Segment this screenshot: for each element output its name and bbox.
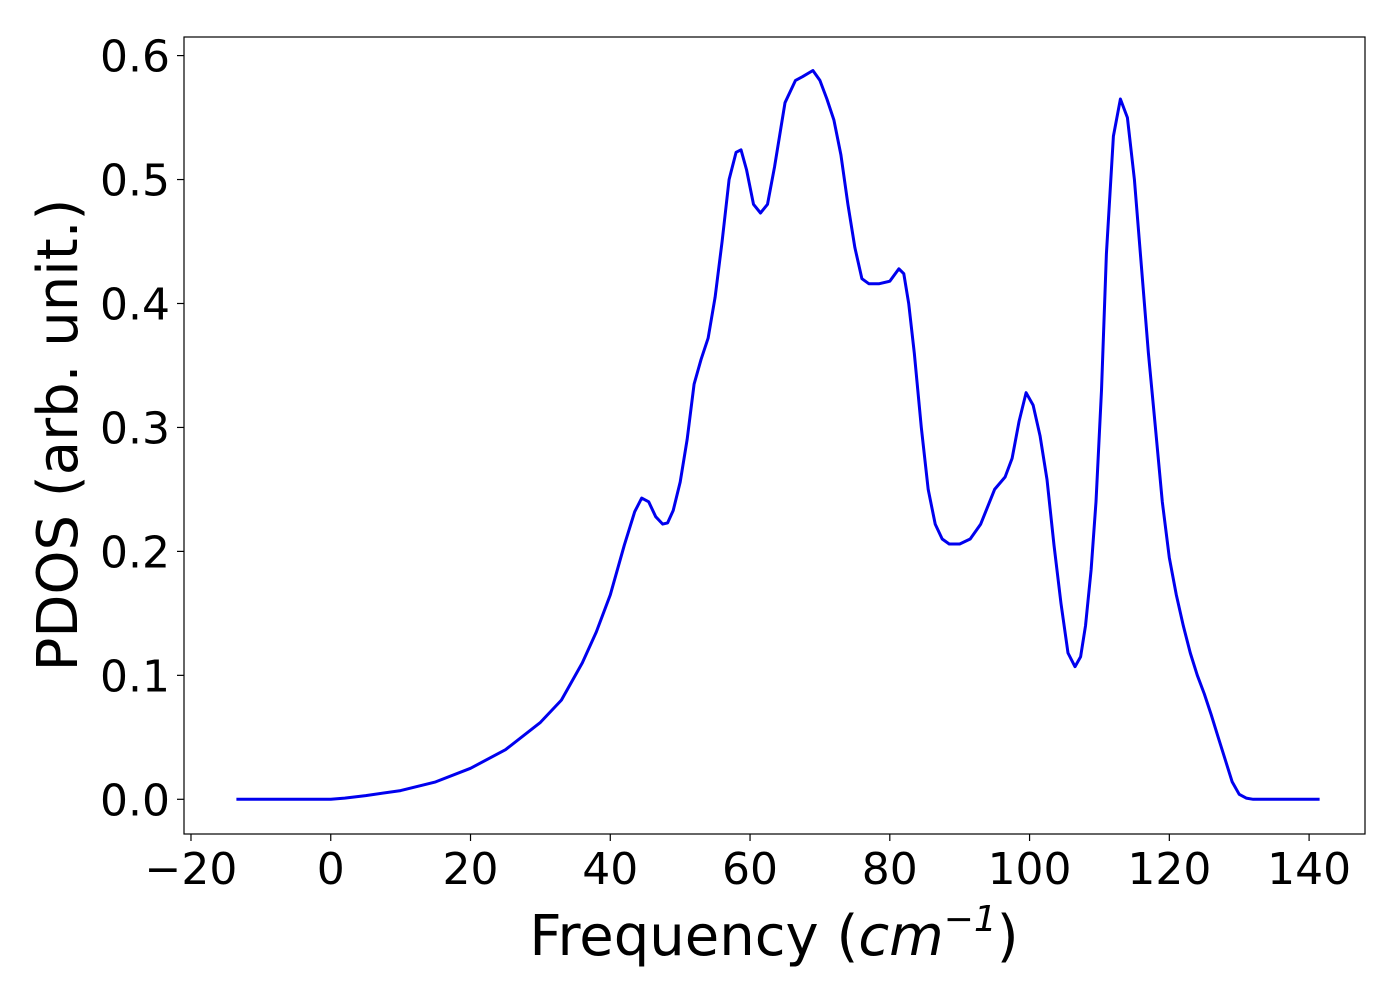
x-tick-label: 100 xyxy=(988,844,1072,895)
plot-area-frame xyxy=(183,36,1366,835)
y-axis-ticks: 0.0 0.1 0.2 0.3 0.4 0.5 0.6 xyxy=(100,32,184,826)
x-tick-label: 40 xyxy=(582,844,638,895)
y-tick-label: 0.0 xyxy=(100,775,170,826)
y-tick-label: 0.3 xyxy=(100,403,170,454)
x-tick-label: 60 xyxy=(722,844,778,895)
x-tick-label: −20 xyxy=(145,844,238,895)
x-tick-label: 80 xyxy=(862,844,918,895)
x-axis-label-close: ) xyxy=(997,904,1019,969)
y-tick-label: 0.4 xyxy=(100,279,170,330)
y-tick-label: 0.6 xyxy=(100,32,170,83)
y-axis-label: PDOS (arb. unit.) xyxy=(26,199,91,672)
x-tick-label: 20 xyxy=(443,844,499,895)
x-axis-label-exponent: −1 xyxy=(944,899,997,940)
x-tick-label: 0 xyxy=(317,844,345,895)
x-axis-ticks: −20 0 20 40 60 80 100 120 140 xyxy=(145,834,1351,895)
x-tick-label: 140 xyxy=(1267,844,1351,895)
x-tick-label: 120 xyxy=(1127,844,1211,895)
y-tick-label: 0.2 xyxy=(100,527,170,578)
y-tick-label: 0.5 xyxy=(100,156,170,207)
x-axis-label-unit: cm xyxy=(858,904,943,969)
x-axis-label-text: Frequency ( xyxy=(529,904,858,969)
x-axis-label: Frequency (cm−1) xyxy=(529,899,1018,969)
y-tick-label: 0.1 xyxy=(100,651,170,702)
pdos-series-line xyxy=(236,69,1320,801)
